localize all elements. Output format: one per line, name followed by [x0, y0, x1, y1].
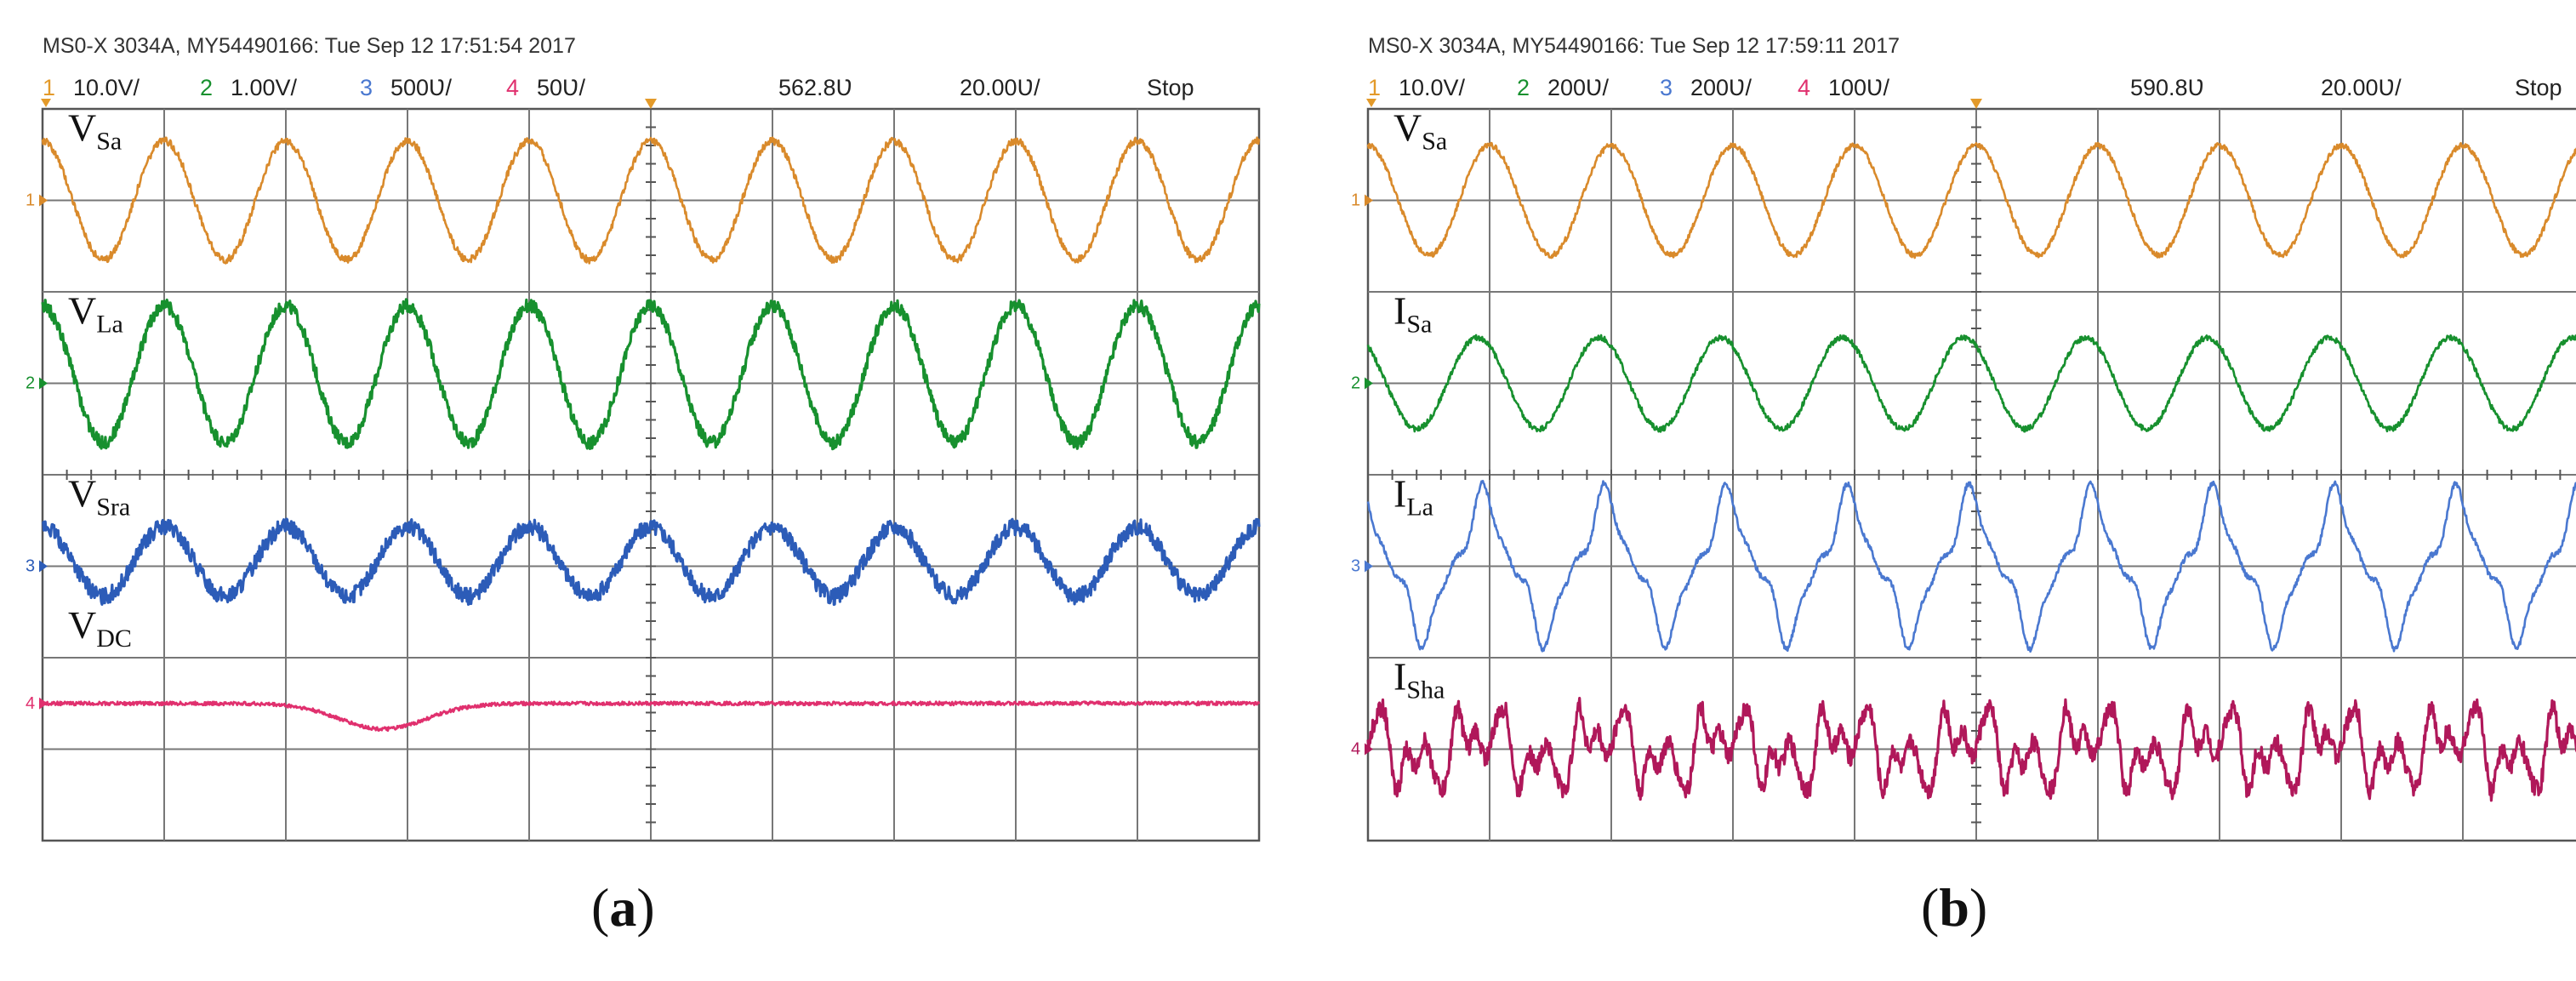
- trace-label-main: V: [68, 289, 96, 333]
- trace-label-subscript: Sa: [1406, 311, 1432, 339]
- trace-label-main: I: [1393, 289, 1406, 333]
- trace-label-subscript: Sa: [1422, 128, 1447, 156]
- caption-b: (b): [1921, 877, 1988, 938]
- scope-settings-bar: 1 10.0V/ 2 200Ʋ/ 3 200Ʋ/ 4 100Ʋ/ 590.8Ʋ …: [1368, 75, 2576, 106]
- ch1-scale: 10.0V/: [1399, 75, 1466, 100]
- channel-marker-1: 1: [1351, 191, 1373, 210]
- channel-marker-arrow: [39, 560, 48, 573]
- channel-marker-arrow: [1365, 377, 1373, 390]
- trace-label-subscript: Sa: [96, 128, 122, 156]
- trace-v-sra: [42, 517, 1261, 607]
- ch2-scale: 200Ʋ/: [1547, 75, 1610, 100]
- trace-label-v-dc: VDC: [68, 603, 132, 653]
- trace-label-i-la: ILa: [1393, 472, 1433, 522]
- ch2-scale: 1.00V/: [231, 75, 298, 100]
- channel-marker-number: 4: [1351, 740, 1360, 759]
- ch3-scale: 200Ʋ/: [1690, 75, 1752, 100]
- timebase: 20.00Ʋ/: [2321, 75, 2402, 100]
- trace-label-i-sa: ISa: [1393, 289, 1432, 339]
- ch4-number: 4: [506, 75, 520, 100]
- trace-v-sa: [41, 136, 1261, 265]
- caption-a: (a): [591, 877, 655, 938]
- scope-header: MS0-X 3034A, MY54490166: Tue Sep 12 17:5…: [43, 34, 576, 58]
- channel-marker-arrow: [39, 377, 48, 390]
- channel-marker-arrow: [1365, 194, 1373, 207]
- ch4-scale: 100Ʋ/: [1828, 75, 1890, 100]
- trace-label-subscript: Sra: [96, 493, 130, 522]
- trace-label-subscript: La: [1406, 493, 1433, 522]
- channel-marker-arrow: [39, 194, 48, 207]
- trace-i-sa: [1366, 334, 2576, 433]
- channel-marker-number: 2: [26, 374, 35, 393]
- channel-marker-3: 3: [26, 557, 48, 576]
- channel-marker-4: 4: [26, 694, 48, 713]
- channel-marker-arrow: [1365, 743, 1373, 756]
- channel-marker-2: 2: [26, 374, 48, 393]
- ch1-number: 1: [1368, 75, 1382, 100]
- channel-marker-1: 1: [26, 191, 48, 210]
- channel-marker-3: 3: [1351, 557, 1373, 576]
- run-state: Stop: [1147, 75, 1194, 100]
- trigger-marker-center: [1970, 99, 1982, 109]
- trace-v-la: [41, 298, 1261, 451]
- trace-label-subscript: Sha: [1406, 676, 1445, 704]
- channel-marker-number: 4: [26, 694, 35, 713]
- channel-marker-number: 3: [26, 557, 35, 576]
- ch2-number: 2: [200, 75, 214, 100]
- scope-header: MS0-X 3034A, MY54490166: Tue Sep 12 17:5…: [1368, 34, 1900, 58]
- trigger-position: 590.8Ʋ: [2130, 75, 2205, 100]
- ch1-scale: 10.0V/: [73, 75, 140, 100]
- timebase: 20.00Ʋ/: [960, 75, 1040, 100]
- trace-label-main: V: [68, 472, 96, 516]
- scope-panel-b: MS0-X 3034A, MY54490166: Tue Sep 12 17:5…: [1351, 0, 2576, 981]
- trace-label-v-sa: VSa: [68, 106, 122, 156]
- channel-marker-number: 3: [1351, 557, 1360, 576]
- ch3-number: 3: [1660, 75, 1673, 100]
- trace-v-dc: [41, 700, 1261, 733]
- trace-label-v-la: VLa: [68, 289, 123, 339]
- trace-label-subscript: DC: [96, 625, 132, 653]
- trigger-position: 562.8Ʋ: [778, 75, 853, 100]
- trace-label-main: V: [1393, 106, 1422, 150]
- channel-marker-2: 2: [1351, 374, 1373, 393]
- scope-panel-a: MS0-X 3034A, MY54490166: Tue Sep 12 17:5…: [26, 0, 1285, 981]
- trigger-marker-left: [1366, 99, 1376, 107]
- trace-label-v-sa: VSa: [1393, 106, 1447, 156]
- channel-marker-number: 2: [1351, 374, 1360, 393]
- trigger-marker-center: [645, 99, 657, 109]
- trace-label-v-sra: VSra: [68, 472, 130, 522]
- caption-letter-a: a: [609, 877, 637, 938]
- channel-marker-arrow: [39, 697, 48, 710]
- ch1-number: 1: [43, 75, 56, 100]
- ch3-scale: 500Ʋ/: [390, 75, 453, 100]
- channel-marker-number: 1: [26, 191, 35, 210]
- ch4-number: 4: [1798, 75, 1811, 100]
- trace-label-i-sha: ISha: [1393, 655, 1445, 704]
- trace-label-subscript: La: [96, 311, 123, 339]
- ch2-number: 2: [1517, 75, 1530, 100]
- run-state: Stop: [2515, 75, 2562, 100]
- scope-settings-bar: 1 10.0V/ 2 1.00V/ 3 500Ʋ/ 4 50Ʋ/ 562.8Ʋ …: [43, 75, 1268, 106]
- ch4-scale: 50Ʋ/: [537, 75, 586, 100]
- channel-marker-number: 1: [1351, 191, 1360, 210]
- trace-label-main: V: [68, 603, 96, 647]
- trace-i-la: [1366, 480, 2576, 653]
- trigger-marker-left: [41, 99, 51, 107]
- trace-label-main: I: [1393, 655, 1406, 699]
- trace-label-main: V: [68, 106, 96, 150]
- caption-letter-b: b: [1939, 877, 1969, 938]
- channel-marker-arrow: [1365, 560, 1373, 573]
- trace-v-sa: [1366, 141, 2576, 260]
- ch3-number: 3: [360, 75, 373, 100]
- channel-marker-4: 4: [1351, 740, 1373, 759]
- trace-label-main: I: [1393, 472, 1406, 516]
- trace-i-sha: [1366, 697, 2576, 802]
